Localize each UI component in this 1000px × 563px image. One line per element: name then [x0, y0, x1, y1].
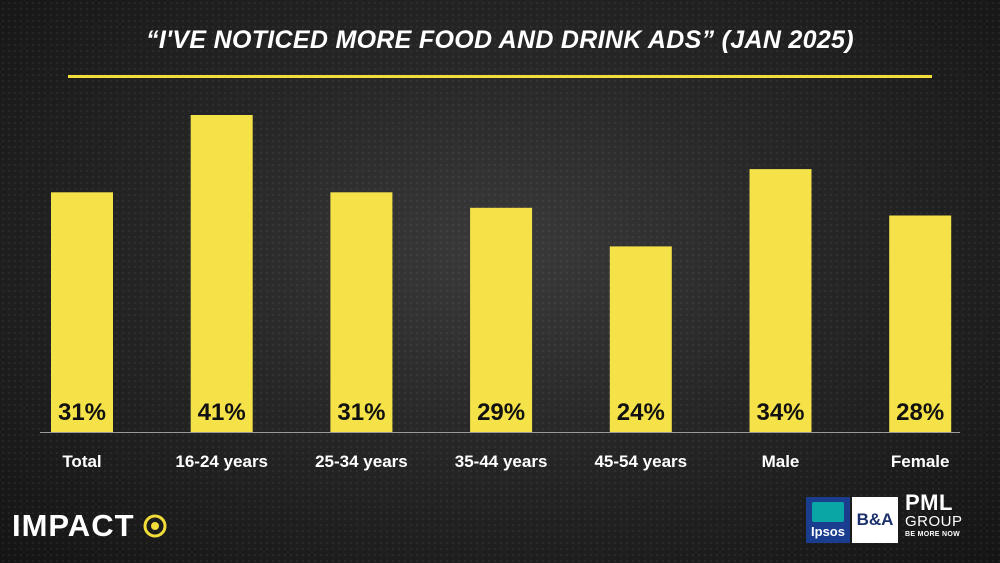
category-label: 16-24 years	[175, 452, 268, 471]
category-label: 45-54 years	[594, 452, 687, 471]
bar-4	[609, 246, 672, 432]
impact-logo: IMPACT	[12, 508, 167, 544]
category-label: Total	[62, 452, 101, 471]
impact-logo-text: IMPACT	[12, 508, 135, 543]
bar-value-label: 31%	[337, 399, 385, 426]
target-icon	[143, 514, 167, 538]
bar-6	[889, 215, 952, 432]
bar-0	[51, 192, 113, 432]
pml-tagline: BE MORE NOW	[905, 531, 961, 538]
category-label: 25-34 years	[315, 452, 408, 471]
category-label: 35-44 years	[455, 452, 548, 471]
bar-3	[470, 207, 533, 432]
bar-value-label: 41%	[198, 399, 246, 426]
ipsos-logo: Ipsos	[806, 497, 850, 543]
chart-title: “I'VE NOTICED MORE FOOD AND DRINK ADS” (…	[146, 26, 854, 54]
bar-value-label: 29%	[477, 399, 525, 426]
category-label: Male	[762, 452, 800, 471]
pml-logo-main: PML	[905, 490, 953, 515]
bar-value-label: 28%	[896, 399, 944, 426]
ipsos-logo-text: Ipsos	[811, 524, 845, 539]
ba-logo-text: B&A	[856, 510, 894, 529]
ba-logo: B&A	[852, 497, 898, 543]
pml-logo-sub: GROUP	[905, 513, 963, 530]
bar-5	[749, 169, 812, 432]
bar-1	[190, 115, 253, 432]
pml-group-logo: PML GROUP BE MORE NOW	[905, 492, 975, 540]
bar-value-label: 34%	[756, 399, 804, 426]
title-underline	[68, 75, 932, 78]
bar-value-label: 31%	[58, 399, 106, 426]
bar-value-label: 24%	[617, 399, 665, 426]
category-label: Female	[891, 452, 950, 471]
bar-2	[330, 192, 393, 432]
